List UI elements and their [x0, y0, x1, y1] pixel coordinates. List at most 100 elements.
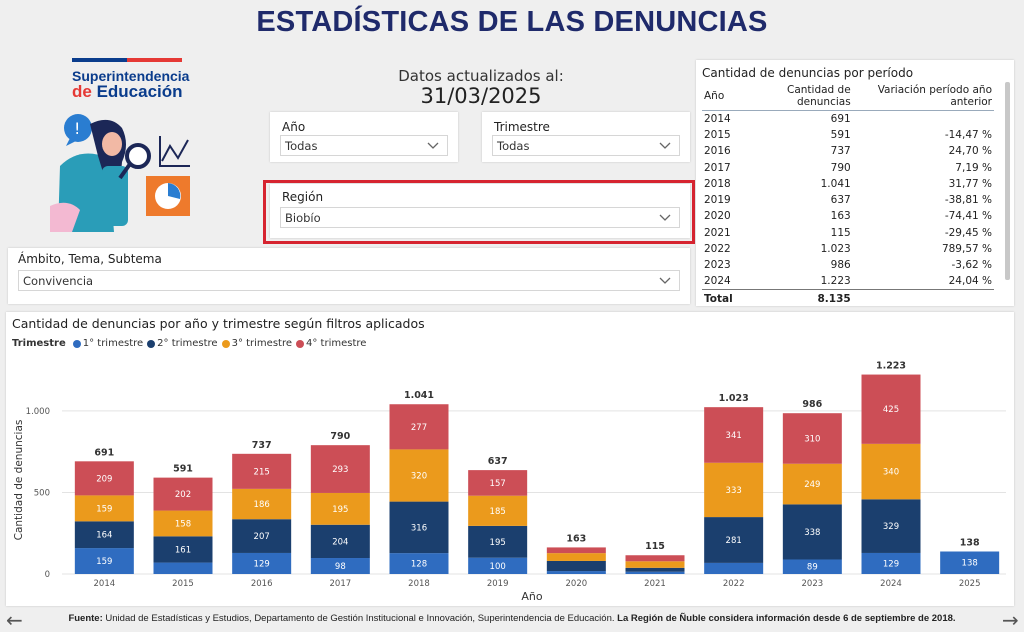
x-tick-label: 2021 [644, 579, 666, 589]
bar-segment[interactable] [389, 501, 449, 554]
bar-segment[interactable] [625, 561, 685, 568]
bar-segment[interactable] [74, 495, 134, 522]
bar-segment[interactable] [389, 404, 449, 450]
bar-segment[interactable] [782, 463, 842, 505]
bar-segment[interactable] [232, 519, 292, 553]
y-tick-label: 1.000 [26, 407, 50, 417]
anio-dropdown-value: Todas [285, 139, 318, 153]
table-row[interactable]: 2023 986 -3,62 % [702, 257, 994, 273]
bar-segment[interactable] [232, 453, 292, 489]
region-highlight-frame [263, 180, 695, 244]
trimestre-dropdown[interactable]: Todas [492, 135, 680, 156]
legend-item[interactable]: 3° trimestre [221, 338, 292, 349]
table-row[interactable]: 2014 691 [702, 111, 994, 127]
bar-segment[interactable] [704, 562, 764, 574]
legend-item[interactable]: 2° trimestre [147, 338, 218, 349]
table-row[interactable]: 2018 1.041 31,77 % [702, 176, 994, 192]
next-page-arrow-icon[interactable]: → [1002, 608, 1019, 632]
bar-segment[interactable] [546, 560, 606, 572]
ambito-dropdown[interactable]: Convivencia [18, 270, 680, 291]
bar-segment[interactable] [310, 558, 370, 574]
bar-segment[interactable] [546, 553, 606, 561]
cell-cantidad: 691 [830, 112, 851, 125]
bar-segment[interactable] [861, 443, 921, 500]
bar-segment[interactable] [468, 557, 528, 574]
cell-cantidad: 1.223 [820, 275, 851, 288]
slicer-anio: Año Todas [270, 112, 458, 162]
table-row[interactable]: 2022 1.023 789,57 % [702, 241, 994, 257]
bar-segment[interactable] [153, 510, 213, 537]
bar-segment[interactable] [153, 536, 213, 563]
anio-dropdown[interactable]: Todas [280, 135, 448, 156]
bar-segment[interactable] [310, 492, 370, 525]
bar-segment-label: 320 [411, 472, 427, 482]
cell-anio: 2024 [704, 275, 731, 288]
table-row[interactable]: 2024 1.223 24,04 % [702, 273, 994, 289]
bar-segment-label: 138 [962, 559, 978, 569]
bar-segment[interactable] [861, 374, 921, 444]
bar-total-label: 790 [330, 431, 350, 442]
bar-segment[interactable] [153, 562, 213, 574]
bar-segment[interactable] [704, 517, 764, 563]
bar-segment[interactable] [468, 495, 528, 526]
bar-segment[interactable] [625, 567, 685, 572]
bar-segment[interactable] [782, 504, 842, 560]
bar-segment-label: 215 [254, 467, 270, 477]
chart-card: Cantidad de denuncias por año y trimestr… [6, 312, 1014, 606]
table-row[interactable]: 2015 591 -14,47 % [702, 127, 994, 143]
legend-item[interactable]: 1° trimestre [72, 338, 144, 349]
bar-segment[interactable] [74, 548, 134, 574]
bar-segment-label: 340 [883, 468, 899, 478]
prev-page-arrow-icon[interactable]: ← [6, 608, 23, 632]
chart-title: Cantidad de denuncias por año y trimestr… [12, 316, 425, 331]
bar-segment[interactable] [153, 477, 213, 511]
table-row[interactable]: 2017 790 7,19 % [702, 159, 994, 175]
bar-segment-label: 333 [726, 486, 742, 496]
cell-cantidad: 591 [830, 128, 851, 141]
legend-item[interactable]: 4° trimestre [296, 338, 366, 349]
table-row[interactable]: 2019 637 -38,81 % [702, 192, 994, 208]
bar-total-label: 1.023 [719, 393, 749, 404]
bar-segment[interactable] [625, 571, 685, 574]
bar-segment[interactable] [74, 521, 134, 549]
bar-segment-label: 164 [96, 531, 112, 541]
bar-segment[interactable] [310, 445, 370, 493]
region-dropdown[interactable]: Biobío [280, 207, 680, 228]
bar-segment[interactable] [74, 461, 134, 496]
bar-segment[interactable] [546, 547, 606, 554]
bar-segment[interactable] [782, 413, 842, 464]
table-row[interactable]: 2021 115 -29,45 % [702, 225, 994, 241]
trimestre-dropdown-value: Todas [497, 139, 530, 153]
x-tick-label: 2018 [408, 579, 430, 589]
bar-segment[interactable] [310, 524, 370, 559]
bar-segment[interactable] [389, 553, 449, 574]
x-axis-label: Año [521, 590, 542, 603]
bar-segment-label: 158 [175, 519, 191, 529]
table-scrollbar[interactable] [1005, 82, 1010, 280]
bar-segment[interactable] [704, 407, 764, 463]
bar-segment[interactable] [861, 552, 921, 574]
slicer-trimestre-title: Trimestre [494, 120, 550, 134]
bar-segment[interactable] [232, 552, 292, 574]
bar-segment[interactable] [704, 462, 764, 518]
bar-segment[interactable] [468, 470, 528, 496]
legend-label: 1° trimestre [82, 338, 144, 349]
column-header-variacion[interactable]: Variación período año anterior [852, 82, 994, 111]
x-tick-label: 2019 [487, 579, 509, 589]
bar-segment[interactable] [389, 449, 449, 502]
bar-segment[interactable] [861, 499, 921, 553]
column-header-anio[interactable]: Año [702, 82, 735, 111]
bar-segment[interactable] [546, 571, 606, 574]
table-row[interactable]: 2020 163 -74,41 % [702, 208, 994, 224]
bar-segment[interactable] [468, 525, 528, 558]
bar-segment[interactable] [625, 555, 685, 562]
bar-segment[interactable] [940, 551, 1000, 574]
column-header-cantidad[interactable]: Cantidad de denuncias [734, 82, 853, 111]
bar-segment-label: 209 [96, 474, 112, 484]
table-row[interactable]: 2016 737 24,70 % [702, 143, 994, 159]
cell-anio: 2023 [704, 259, 731, 272]
period-table-card: Cantidad de denuncias por período Año Ca… [696, 60, 1014, 308]
cell-variacion: 31,77 % [948, 177, 992, 190]
bar-segment[interactable] [232, 488, 292, 520]
bar-segment[interactable] [782, 559, 842, 574]
